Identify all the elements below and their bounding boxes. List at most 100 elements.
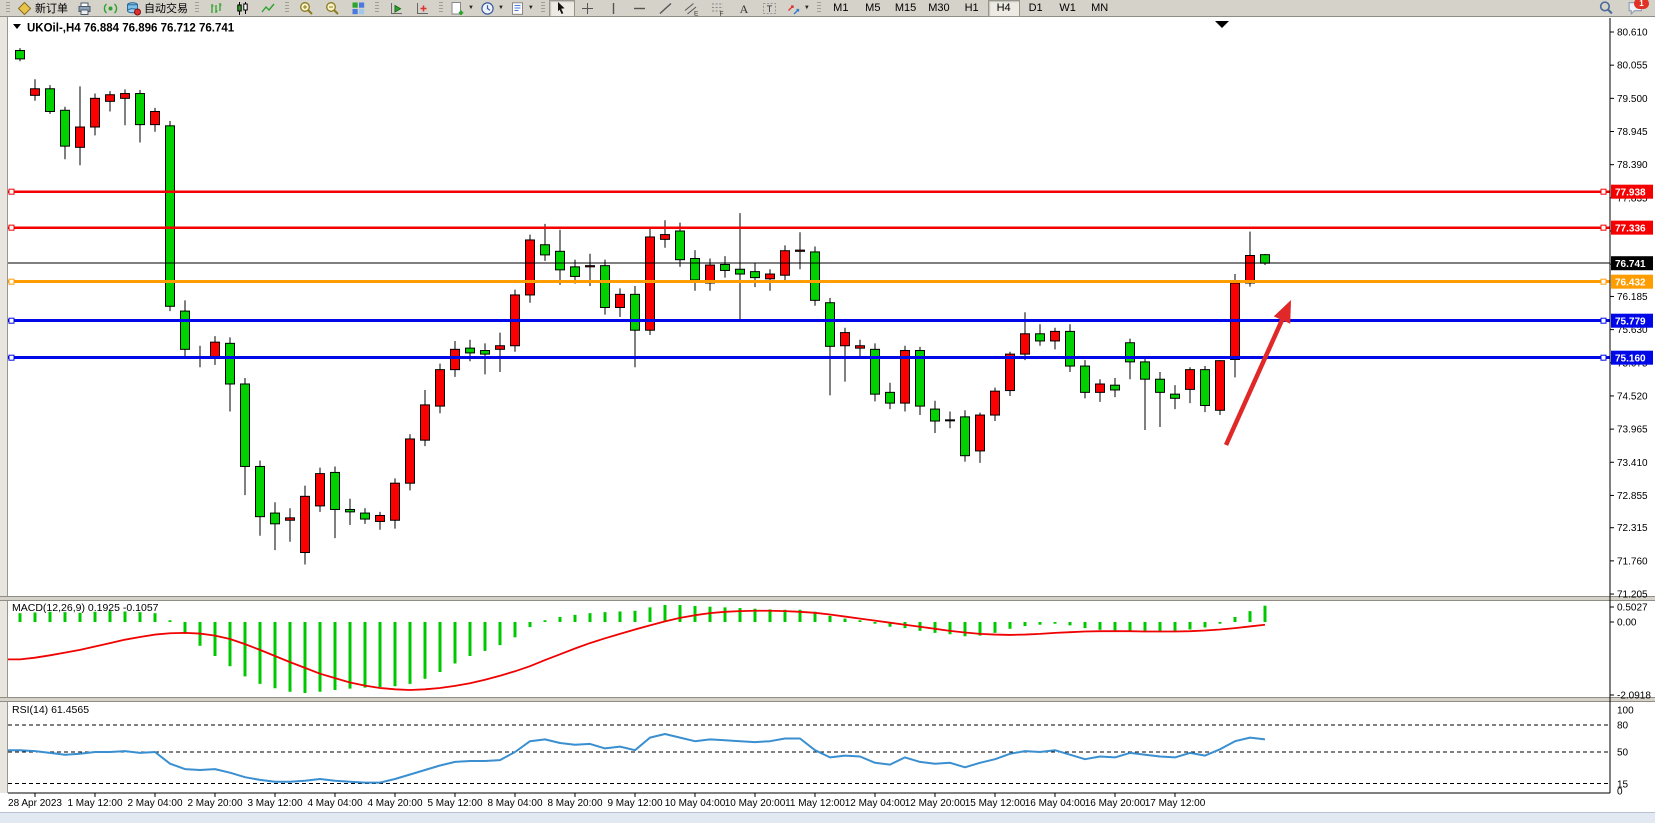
zoom-in-icon <box>299 1 313 15</box>
candle <box>1065 324 1075 373</box>
candle <box>810 246 820 306</box>
new-order-button-label: 新订单 <box>35 3 68 15</box>
chat-button[interactable]: 1 <box>1627 0 1649 16</box>
zoom-in-button[interactable] <box>293 0 319 17</box>
time-tick-label: 12 May 20:00 <box>905 798 966 809</box>
rsi-pane: RSI(14) 61.4565 <box>8 704 1610 784</box>
period-button[interactable]: ▼ <box>477 0 507 17</box>
arrows-button[interactable]: ▼ <box>783 0 813 17</box>
candle <box>630 285 640 368</box>
candle <box>1170 385 1180 410</box>
pane-separator[interactable] <box>0 697 1655 702</box>
time-tick-label: 1 May 12:00 <box>67 798 122 809</box>
cursor-button[interactable] <box>548 0 575 17</box>
search-button[interactable] <box>1593 0 1619 17</box>
symbol-ohlc-text: UKOil-,H4 76.884 76.896 76.712 76.741 <box>27 23 235 35</box>
pane-separator[interactable] <box>0 596 1655 601</box>
hline-77.336[interactable] <box>8 224 1610 231</box>
hline-76.432[interactable] <box>8 278 1610 285</box>
broadcast-button[interactable] <box>97 0 123 17</box>
candle <box>405 434 415 491</box>
hline-handle[interactable] <box>8 278 15 285</box>
time-tick-label: 2 May 04:00 <box>127 798 182 809</box>
time-tick-label: 4 May 20:00 <box>367 798 422 809</box>
candle <box>930 400 940 433</box>
time-tick-label: 4 May 04:00 <box>307 798 362 809</box>
time-tick-label: 11 May 12:00 <box>785 798 845 809</box>
hline-handle[interactable] <box>8 317 15 324</box>
symbol-collapse-icon[interactable] <box>13 24 21 29</box>
timeframe-m5-button-label: M5 <box>865 2 881 14</box>
text-button[interactable]: A <box>731 0 757 17</box>
timeframe-d1-button[interactable]: D1 <box>1020 0 1052 17</box>
hline-77.938[interactable] <box>8 188 1610 195</box>
timeframe-m1-button[interactable]: M1 <box>825 0 857 17</box>
candle <box>525 234 535 303</box>
candle <box>375 511 385 530</box>
candle <box>825 297 835 396</box>
indicator-play-icon <box>390 2 402 14</box>
chart-shift-marker[interactable] <box>1215 21 1229 28</box>
tile-windows-button[interactable] <box>345 0 371 17</box>
indicator-add-button[interactable] <box>409 0 435 17</box>
hline-handle[interactable] <box>1600 317 1607 324</box>
autotrade-button[interactable]: 自动交易 <box>123 0 191 17</box>
hline-handle[interactable] <box>1600 278 1607 285</box>
hline-75.779[interactable] <box>8 317 1610 324</box>
indicator-window-button[interactable] <box>383 0 409 17</box>
candle <box>1215 360 1225 416</box>
new-order-button[interactable]: 新订单 <box>14 0 71 17</box>
candle <box>840 327 850 382</box>
hline-handle[interactable] <box>8 354 15 361</box>
rsi-tick-label: 50 <box>1617 748 1629 759</box>
trendline-icon <box>659 2 672 14</box>
timeframe-m5-button[interactable]: M5 <box>857 0 889 17</box>
template-icon <box>511 1 523 15</box>
left-border-strip <box>0 17 8 793</box>
crosshair-button[interactable] <box>575 0 601 17</box>
trendline-button[interactable] <box>653 0 679 17</box>
timeframe-m30-button[interactable]: M30 <box>922 0 955 17</box>
zoom-out-button[interactable] <box>319 0 345 17</box>
timeframe-h1-button[interactable]: H1 <box>956 0 988 17</box>
price-badge-77.336: 77.336 <box>1611 220 1653 235</box>
vertical-line-button[interactable] <box>601 0 627 17</box>
price-tick-label: 80.055 <box>1617 61 1648 72</box>
text-label-button[interactable]: T <box>757 0 783 17</box>
chart-title[interactable]: UKOil-,H4 76.884 76.896 76.712 76.741 <box>13 23 235 35</box>
hline-75.160[interactable] <box>8 354 1610 361</box>
hline-handle[interactable] <box>8 224 15 231</box>
template-button[interactable]: ▼ <box>507 0 537 17</box>
hline-handle[interactable] <box>8 188 15 195</box>
candle <box>15 48 25 62</box>
timeframe-mn-button[interactable]: MN <box>1084 0 1116 17</box>
fibonacci-button[interactable]: F <box>705 0 731 17</box>
price-tick-label: 72.315 <box>1617 523 1648 534</box>
candle <box>45 85 55 114</box>
candle <box>1095 379 1105 402</box>
candle-chart-button[interactable] <box>229 0 255 17</box>
channel-button[interactable]: E <box>679 0 705 17</box>
hline-handle[interactable] <box>1600 224 1607 231</box>
candle <box>735 213 745 320</box>
svg-text:75.160: 75.160 <box>1615 353 1646 364</box>
line-chart-button[interactable] <box>255 0 281 17</box>
timeframe-w1-button[interactable]: W1 <box>1052 0 1084 17</box>
print-button[interactable] <box>71 0 97 17</box>
new-chart-button[interactable]: ▼ <box>447 0 477 17</box>
annotation-arrow[interactable] <box>1223 300 1291 446</box>
bar-chart-icon <box>210 2 221 13</box>
hline-handle[interactable] <box>1600 188 1607 195</box>
time-axis[interactable]: 28 Apr 2023 1 May 12:00 2 May 04:00 2 May 2… <box>8 793 1206 809</box>
horizontal-line-button[interactable] <box>627 0 653 17</box>
main-toolbar: 新订单 自动交易 ▼ ▼ ▼ E F A T ▼ M1 M5 M15 M30 H1 H4 D1 W1 MN 1 <box>0 0 1655 17</box>
timeframe-m15-button[interactable]: M15 <box>889 0 922 17</box>
bar-chart-button[interactable] <box>203 0 229 17</box>
macd-tick-label: 0.5027 <box>1617 603 1648 614</box>
channel-icon: E <box>685 2 699 16</box>
price-tick-label: 73.965 <box>1617 425 1648 436</box>
hline-handle[interactable] <box>1600 354 1607 361</box>
candle <box>150 107 160 132</box>
timeframe-h4-button[interactable]: H4 <box>987 0 1020 17</box>
